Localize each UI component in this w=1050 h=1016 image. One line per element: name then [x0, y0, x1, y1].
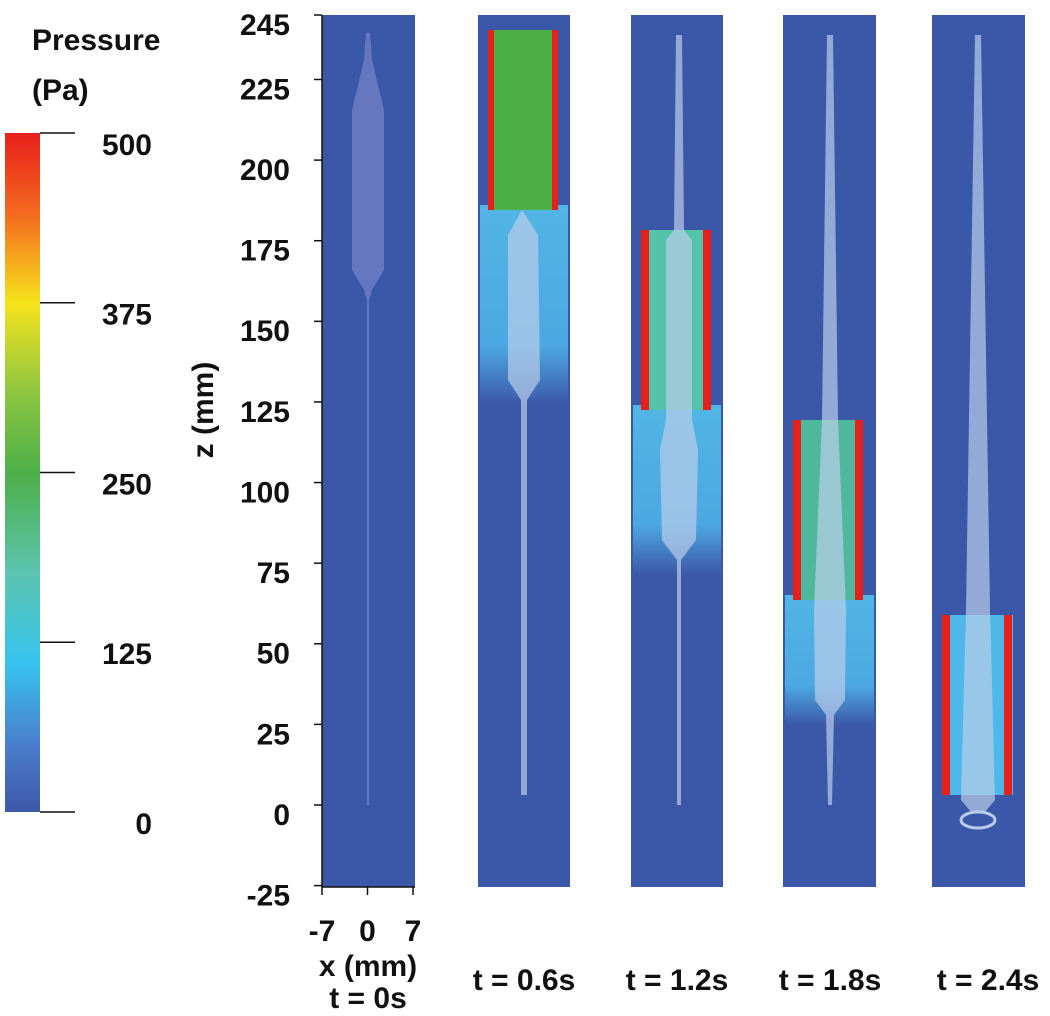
colorbar-tick-label: 125 [102, 638, 152, 671]
z-tick-label: 150 [240, 315, 290, 348]
z-tick-label: 75 [257, 557, 290, 590]
catheter [352, 33, 384, 805]
colorbar-tick-label: 375 [102, 299, 152, 332]
z-tick-label: 200 [240, 154, 290, 187]
pressure-edge [855, 420, 863, 600]
z-tick-label: 175 [240, 235, 290, 268]
pressure-edge [703, 230, 711, 410]
x-tick-label: 7 [405, 915, 422, 948]
pressure-region [490, 30, 556, 210]
z-tick-label: 225 [240, 73, 290, 106]
catheter [660, 35, 698, 805]
panel-label: t = 1.2s [626, 964, 729, 997]
colorbar-title: (Pa) [32, 74, 89, 107]
x-axis-label: x (mm) [319, 950, 417, 983]
panel-label: t = 2.4s [937, 964, 1040, 997]
panel-label: t = 1.8s [779, 964, 882, 997]
panel-label: t = 0s [329, 982, 407, 1015]
catheter [961, 35, 995, 812]
z-tick-label: 100 [240, 476, 290, 509]
z-tick-label: 50 [257, 638, 290, 671]
panels [322, 15, 1025, 887]
z-axis-label: z (mm) [187, 362, 220, 459]
catheter [508, 210, 540, 795]
colorbar-gradient [5, 133, 40, 812]
tip [959, 810, 997, 830]
z-tick-label: -25 [247, 880, 290, 913]
catheter [814, 35, 846, 805]
pressure-edge [793, 420, 801, 600]
z-tick-label: 125 [240, 396, 290, 429]
colorbar-title: Pressure [32, 24, 160, 57]
x-tick-label: -7 [309, 915, 336, 948]
pressure-edge [552, 30, 558, 210]
z-tick-label: 245 [240, 9, 290, 42]
colorbar: Pressure (Pa) [5, 24, 160, 812]
colorbar-tick-label: 500 [102, 129, 152, 162]
pressure-edge [942, 615, 950, 795]
x-tick-label: 0 [359, 915, 376, 948]
colorbar-tick-label: 250 [102, 468, 152, 501]
pressure-edge [488, 30, 494, 210]
z-tick-label: 25 [257, 718, 290, 751]
colorbar-tick-label: 0 [135, 808, 152, 841]
panel-label: t = 0.6s [473, 964, 576, 997]
z-tick-label: 0 [273, 799, 290, 832]
pressure-edge [1004, 615, 1012, 795]
pressure-edge [641, 230, 649, 410]
